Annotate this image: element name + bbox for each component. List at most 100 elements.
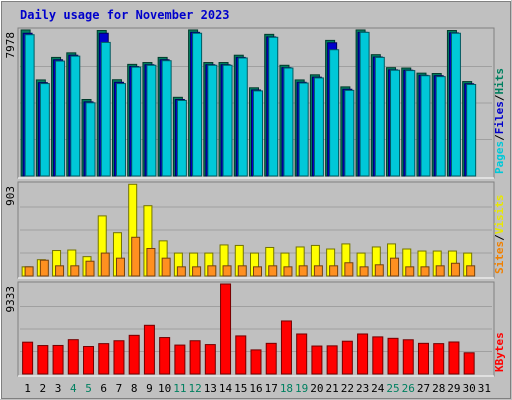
bar-sites-day-15 — [237, 265, 247, 277]
bar-sites-day-20 — [313, 265, 323, 277]
bar-sites-day-7 — [115, 257, 125, 277]
bar-sites-day-13 — [207, 265, 217, 277]
bar-kbytes-day-29 — [448, 341, 460, 375]
bar-pages-day-13 — [207, 64, 218, 177]
x-tick-label-day-8: 8 — [131, 382, 138, 395]
bar-pages-day-28 — [435, 76, 446, 177]
y-max-label: 7978 — [4, 32, 17, 59]
bar-kbytes-day-18 — [280, 320, 292, 375]
panel-legend: Sites/Visits — [493, 195, 506, 275]
x-tick-label-day-14: 14 — [219, 382, 233, 395]
x-tick-label-day-7: 7 — [116, 382, 123, 395]
bar-kbytes-day-1 — [22, 341, 34, 375]
bar-kbytes-day-17 — [265, 342, 277, 375]
bar-sites-day-18 — [283, 266, 293, 277]
bar-pages-day-23 — [359, 31, 370, 177]
x-tick-label-day-26: 26 — [402, 382, 415, 395]
bar-kbytes-day-24 — [372, 336, 384, 375]
panel-top: 7978 Pages/Files/Hits — [4, 27, 506, 179]
bar-kbytes-day-21 — [326, 345, 338, 375]
x-tick-label-day-25: 25 — [386, 382, 399, 395]
panel-legend: Pages/Files/Hits — [493, 68, 506, 174]
bar-pages-day-30 — [466, 83, 477, 177]
x-tick-label-day-10: 10 — [158, 382, 171, 395]
x-tick-label-day-3: 3 — [55, 382, 62, 395]
bar-kbytes-day-13 — [204, 344, 216, 375]
bar-kbytes-day-15 — [235, 335, 247, 375]
bar-sites-day-10 — [161, 257, 171, 277]
legend-entry: / — [493, 94, 506, 101]
bar-kbytes-day-25 — [387, 337, 399, 375]
x-tick-label-day-17: 17 — [265, 382, 278, 395]
bar-sites-day-3 — [55, 265, 65, 277]
bar-sites-day-5 — [85, 260, 95, 277]
bar-sites-day-24 — [374, 264, 384, 277]
bar-pages-day-5 — [85, 102, 96, 177]
x-tick-label-day-23: 23 — [356, 382, 369, 395]
bar-kbytes-day-23 — [357, 333, 369, 375]
bar-sites-day-30 — [466, 265, 476, 277]
legend-entry: Sites — [493, 241, 506, 274]
x-tick-label-day-12: 12 — [188, 382, 201, 395]
x-tick-label-day-28: 28 — [432, 382, 445, 395]
bar-pages-day-7 — [115, 83, 126, 177]
bar-kbytes-day-3 — [52, 344, 64, 375]
x-tick-label-day-13: 13 — [204, 382, 217, 395]
panel-middle: 903 Sites/Visits — [4, 181, 506, 279]
x-axis-labels: 1 2 3 4 5 6 7 8 9 10 11 12 13 14 15 16 17 18 19 20 21 22 23 24 2… — [24, 382, 491, 395]
bar-sites-day-16 — [253, 266, 262, 277]
bar-kbytes-day-12 — [189, 340, 201, 375]
bar-pages-day-4 — [70, 55, 81, 177]
bar-kbytes-day-7 — [113, 340, 125, 375]
x-tick-label-day-29: 29 — [447, 382, 460, 395]
x-tick-label-day-27: 27 — [417, 382, 430, 395]
bar-pages-day-2 — [39, 83, 50, 177]
bar-sites-day-12 — [192, 266, 202, 277]
bar-kbytes-day-14 — [220, 283, 232, 375]
bar-pages-day-1 — [24, 34, 35, 177]
bar-pages-day-21 — [329, 49, 340, 177]
x-tick-label-day-6: 6 — [100, 382, 107, 395]
bar-pages-day-12 — [192, 32, 203, 177]
legend-entry: Hits — [493, 68, 506, 95]
bar-sites-day-4 — [70, 265, 80, 277]
bar-sites-day-14 — [222, 265, 232, 277]
bar-sites-day-9 — [146, 247, 156, 277]
x-tick-label-day-19: 19 — [295, 382, 308, 395]
bar-sites-day-1 — [24, 266, 34, 277]
x-tick-label-day-30: 30 — [463, 382, 476, 395]
bar-kbytes-day-26 — [402, 339, 414, 375]
bar-pages-day-6 — [100, 41, 111, 177]
bar-pages-day-18 — [283, 67, 294, 177]
bar-kbytes-day-20 — [311, 345, 323, 375]
bar-sites-day-19 — [298, 265, 308, 277]
bar-kbytes-day-5 — [83, 346, 95, 375]
bar-pages-day-22 — [344, 89, 355, 177]
bar-pages-day-11 — [176, 99, 187, 177]
bar-pages-day-17 — [268, 36, 279, 177]
x-tick-label-day-4: 4 — [70, 382, 77, 395]
bar-sites-day-17 — [268, 265, 278, 277]
bar-sites-day-29 — [450, 262, 460, 277]
panel-legend: KBytes — [493, 332, 506, 372]
x-tick-label-day-11: 11 — [173, 382, 186, 395]
x-tick-label-day-21: 21 — [326, 382, 339, 395]
bar-kbytes-day-6 — [98, 343, 110, 375]
legend-entry: / — [493, 234, 506, 241]
bar-kbytes-day-30 — [463, 352, 475, 375]
x-tick-label-day-20: 20 — [310, 382, 323, 395]
bar-kbytes-day-10 — [159, 337, 171, 375]
bar-sites-day-23 — [359, 266, 369, 277]
x-tick-label-day-15: 15 — [234, 382, 247, 395]
bar-sites-day-21 — [329, 265, 339, 277]
bar-pages-day-3 — [55, 60, 66, 177]
bar-kbytes-day-28 — [433, 343, 445, 375]
bar-sites-day-6 — [100, 252, 110, 277]
legend-entry: KBytes — [493, 332, 506, 372]
bar-pages-day-9 — [146, 64, 157, 177]
bar-sites-day-25 — [390, 257, 400, 277]
bar-pages-day-14 — [222, 64, 233, 177]
x-tick-label-day-16: 16 — [249, 382, 262, 395]
bar-kbytes-day-2 — [37, 345, 49, 375]
